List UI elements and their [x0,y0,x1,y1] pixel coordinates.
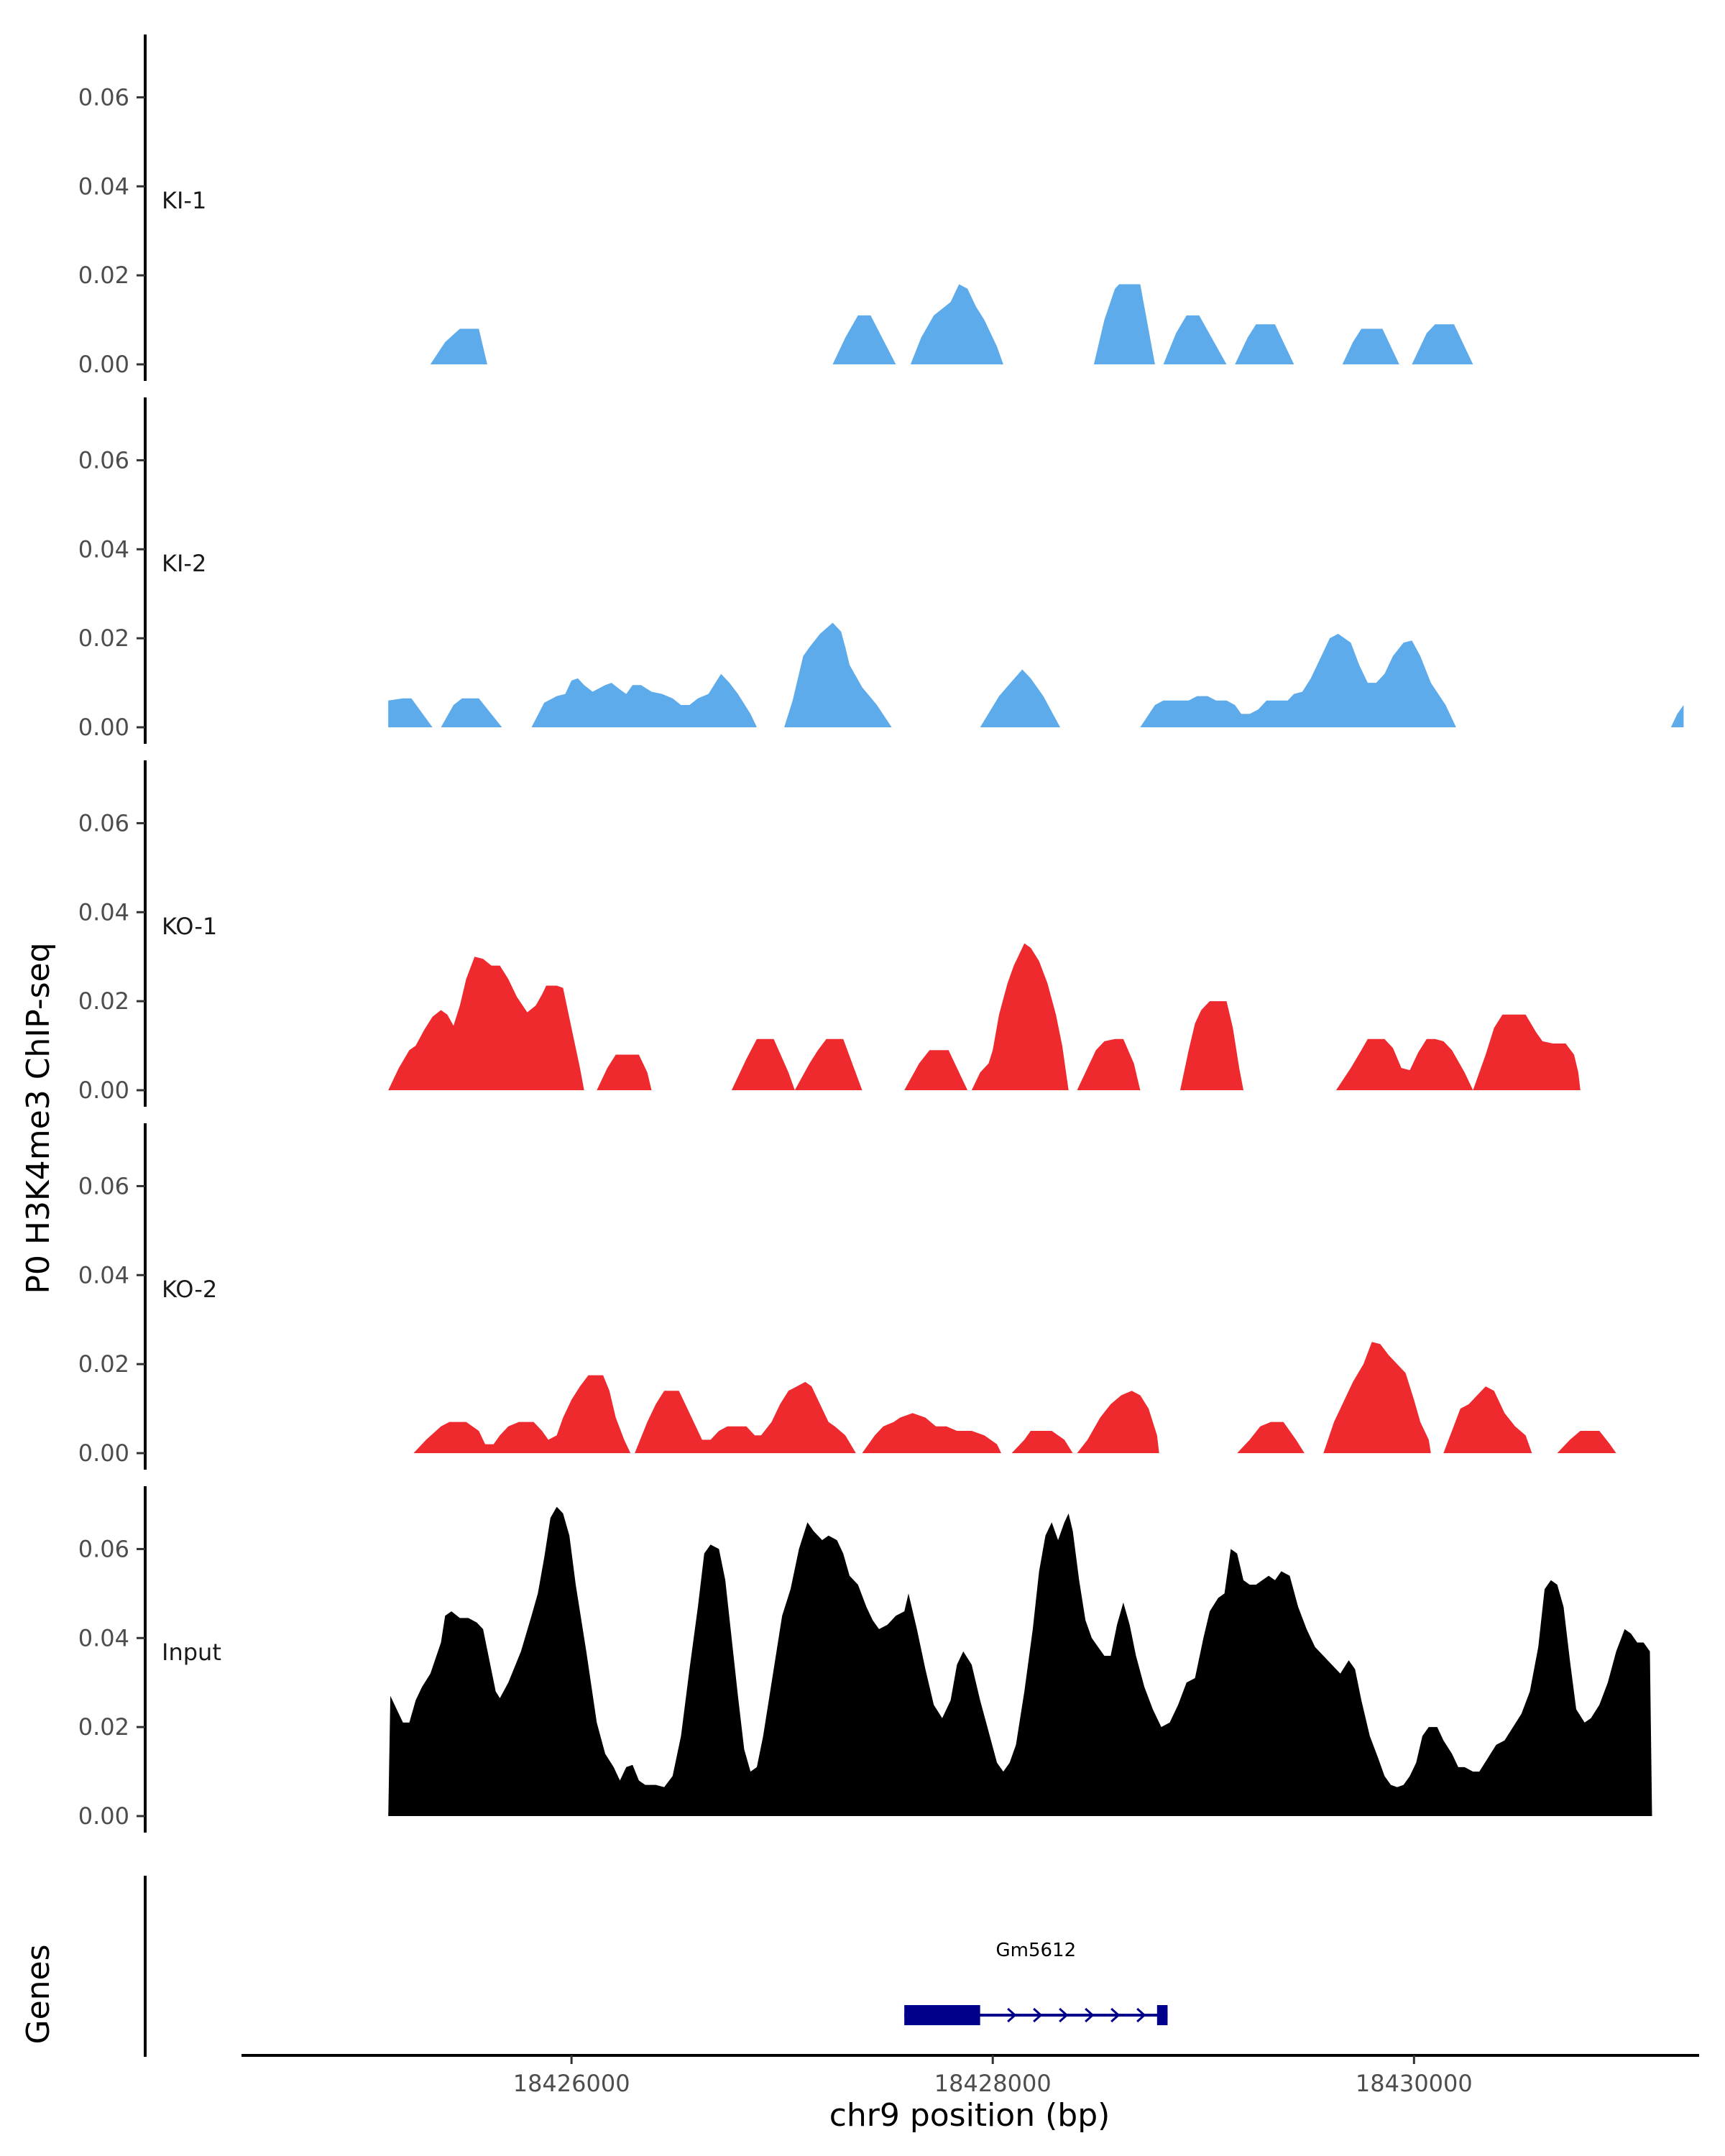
y-tick-label-input: 0.04 [78,1624,129,1651]
y-tick-label-ki-2: 0.06 [78,446,129,474]
y-tick-label-ko-2: 0.02 [78,1350,129,1378]
coverage-area-ko-2 [413,1375,631,1453]
track-label-ko-2: KO-2 [162,1276,217,1303]
coverage-area-ki-2 [1670,705,1684,727]
x-tick-label: 18426000 [513,2070,630,2097]
y-tick-label-ko-1: 0.06 [78,809,129,837]
y-tick-label-ki-1: 0.02 [78,262,129,289]
coverage-area-ko-1 [731,1038,795,1090]
coverage-area-ki-2 [388,698,433,727]
track-label-ko-1: KO-1 [162,913,217,940]
coverage-area-ko-2 [1011,1431,1073,1453]
coverage-area-ko-1 [1473,1014,1581,1090]
x-tick-label: 18430000 [1356,2070,1473,2097]
coverage-area-ko-1 [597,1054,652,1090]
coverage-area-ko-1 [388,957,584,1090]
y-tick-label-ki-1: 0.04 [78,172,129,200]
y-tick-label-ko-1: 0.04 [78,898,129,926]
y-tick-label-input: 0.06 [78,1535,129,1562]
gene-exon [904,2005,980,2025]
gene-exon [1156,2005,1168,2025]
y-tick-label-ki-2: 0.04 [78,535,129,563]
y-tick-label-ko-2: 0.04 [78,1261,129,1289]
coverage-area-ko-1 [904,1050,968,1090]
coverage-area-ki-1 [910,284,1003,364]
track-label-ki-2: KI-2 [162,550,206,577]
strand-arrow-icon [1059,2007,1069,2023]
coverage-area-ko-2 [1557,1431,1616,1453]
tracks-layer [388,284,1684,1816]
coverage-area-ki-2 [784,622,892,727]
y-tick-label-ko-2: 0.06 [78,1172,129,1199]
coverage-area-ko-1 [1335,1038,1473,1090]
coverage-area-ki-1 [1235,324,1294,364]
axes-layer: 0.00 0.02 0.04 0.06 KI-1 0.00 0.02 0.04 0.06 KI-2… [78,34,221,1833]
coverage-area-input [388,1506,1652,1816]
track-label-input: Input [162,1639,221,1666]
y-tick-label-input: 0.00 [78,1802,129,1830]
coverage-area-ko-2 [1077,1391,1159,1453]
coverage-area-ko-2 [1443,1386,1532,1453]
coverage-area-ki-2 [441,698,502,727]
coverage-area-ko-2 [1323,1342,1431,1453]
coverage-area-ko-2 [635,1381,856,1453]
coverage-area-ko-1 [971,943,1069,1090]
track-label-ki-1: KI-1 [162,187,206,214]
coverage-area-ko-1 [1077,1038,1141,1090]
strand-arrow-icon [1007,2007,1017,2023]
x-axis-title: chr9 position (bp) [829,2097,1110,2134]
strand-arrow-icon [1136,2007,1146,2023]
coverage-area-ki-1 [1342,328,1399,364]
y-tick-label-ko-1: 0.02 [78,987,129,1015]
gene-name-label: Gm5612 [995,1940,1076,1961]
strand-arrow-icon [1033,2007,1043,2023]
coverage-area-ko-2 [1237,1422,1305,1453]
coverage-area-ki-2 [531,673,757,727]
y-tick-label-ki-1: 0.00 [78,351,129,378]
y-tick-label-ko-1: 0.00 [78,1077,129,1104]
genes-track-title: Genes [20,1944,57,2044]
strand-arrow-icon [1110,2007,1121,2023]
x-tick-label: 18428000 [934,2070,1052,2097]
coverage-area-ki-1 [1163,315,1227,364]
y-tick-label-input: 0.02 [78,1713,129,1741]
coverage-area-ko-2 [862,1413,1001,1453]
y-axis-title: P0 H3K4me3 ChIP-seq [20,942,57,1294]
strand-arrow-icon [1085,2007,1095,2023]
coverage-area-ko-1 [794,1038,862,1090]
coverage-area-ki-2 [980,669,1060,727]
coverage-area-ki-1 [832,315,896,364]
coverage-area-ko-1 [1180,1001,1243,1090]
gene-track: 18426000 18428000 18430000 Gm5612 [144,1876,1699,2097]
y-tick-label-ki-2: 0.02 [78,625,129,652]
coverage-area-ki-1 [430,328,487,364]
coverage-area-ki-2 [1140,633,1456,727]
coverage-area-ki-1 [1093,284,1155,364]
y-tick-label-ki-1: 0.06 [78,83,129,111]
coverage-area-ki-1 [1412,324,1473,364]
y-tick-label-ki-2: 0.00 [78,714,129,741]
y-tick-label-ko-2: 0.00 [78,1439,129,1467]
